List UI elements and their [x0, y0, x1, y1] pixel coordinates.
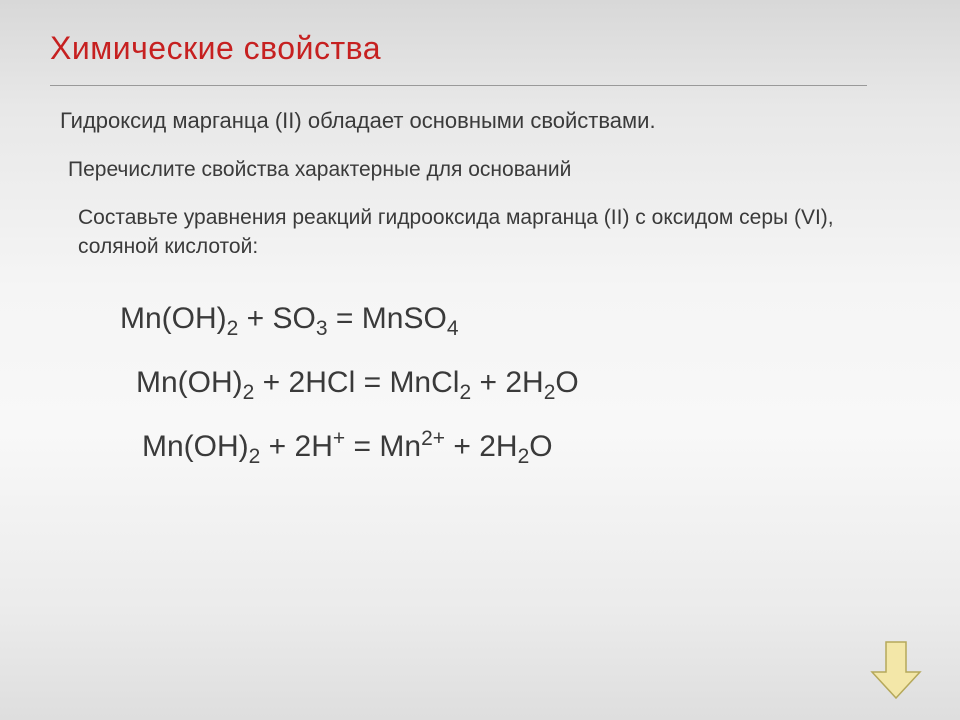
eq2-lhs-b-coef: 2 [289, 366, 306, 399]
eq2-rhs-b-coef: 2 [505, 366, 522, 399]
eq2-lhs-b: HCl [305, 366, 355, 399]
equation-3: Mn(OH)2 + 2H+ = Mn2+ + 2H2O [120, 429, 910, 465]
eq3-lhs-a-sub: 2 [249, 445, 261, 468]
eq2-lhs-a-sub: 2 [243, 381, 255, 404]
eq3-rhs-a: Mn [379, 430, 421, 463]
prompt-1: Перечислите свойства характерные для осн… [50, 155, 910, 184]
eq3-rhs-b2: O [529, 430, 552, 463]
intro-text: Гидроксид марганца (II) обладает основны… [50, 106, 910, 137]
equation-1: Mn(OH)2 + SO3 = MnSO4 [120, 301, 910, 337]
eq2-rhs-b-sub: 2 [544, 381, 556, 404]
eq3-lhs-b-coef: 2 [295, 430, 312, 463]
eq3-lhs-b: H [311, 430, 333, 463]
eq2-lhs-a: Mn(OH) [136, 366, 243, 399]
eq2-plus2: + [471, 366, 505, 399]
equation-2: Mn(OH)2 + 2HCl = MnCl2 + 2H2O [120, 365, 910, 401]
eq3-rhs-a-sup: 2+ [421, 427, 445, 450]
eq1-lhs-b-sub: 3 [316, 317, 328, 340]
eq2-rhs-b2: O [555, 366, 578, 399]
eq1-lhs-a-sub: 2 [227, 317, 239, 340]
eq2-rhs-a: MnCl [389, 366, 459, 399]
eq2-rhs-b: H [522, 366, 544, 399]
slide: Химические свойства Гидроксид марганца (… [0, 0, 960, 720]
eq3-rhs-b: H [496, 430, 518, 463]
next-arrow-icon[interactable] [870, 638, 922, 702]
eq3-plus2: + [445, 430, 479, 463]
eq1-lhs-b: SO [273, 302, 316, 335]
eq3-plus: + [260, 430, 294, 463]
equations-block: Mn(OH)2 + SO3 = MnSO4 Mn(OH)2 + 2HCl = M… [50, 301, 910, 465]
eq2-plus: + [254, 366, 288, 399]
eq3-lhs-a: Mn(OH) [142, 430, 249, 463]
prompt-2: Составьте уравнения реакций гидрооксида … [50, 204, 880, 261]
eq3-rhs-b-sub: 2 [518, 445, 530, 468]
eq2-rhs-a-sub: 2 [459, 381, 471, 404]
eq3-rhs-b-coef: 2 [479, 430, 496, 463]
eq3-lhs-b-sup: + [333, 427, 345, 450]
eq1-rhs-a-sub: 4 [447, 317, 459, 340]
title: Химические свойства [50, 30, 910, 67]
eq3-eq: = [345, 430, 379, 463]
eq1-plus: + [238, 302, 272, 335]
eq1-lhs-a: Mn(OH) [120, 302, 227, 335]
eq1-eq: = [328, 302, 362, 335]
eq1-rhs-a: MnSO [362, 302, 447, 335]
eq2-eq: = [355, 366, 389, 399]
title-rule [50, 85, 867, 86]
